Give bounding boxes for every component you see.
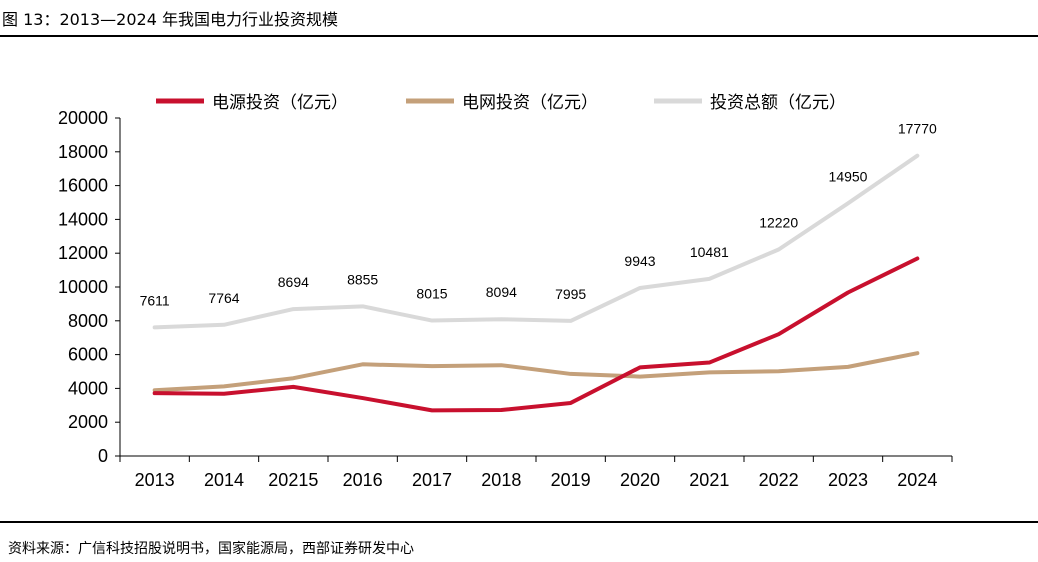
- x-tick-label: 2021: [689, 470, 729, 490]
- y-tick-label: 16000: [58, 176, 108, 196]
- data-label: 7611: [140, 292, 170, 308]
- legend-label-1: 电源投资（亿元）: [212, 93, 348, 112]
- x-tick-label: 2013: [135, 470, 175, 490]
- data-label: 10481: [690, 244, 729, 260]
- line-chart: 电源投资（亿元） 电网投资（亿元） 投资总额（亿元） 0 2000 4000 6000 80…: [58, 93, 953, 490]
- series-line-1: [152, 256, 920, 413]
- chart-data-labels: 7611 7764 8694 8855 8015 8094 7995 9943 10481 122…: [140, 121, 937, 309]
- legend-label-2: 电网投资（亿元）: [462, 93, 598, 112]
- y-tick-label: 8000: [68, 311, 108, 331]
- data-label: 8694: [278, 274, 309, 290]
- x-tick-label: 2017: [412, 470, 452, 490]
- x-tick-label: 2023: [828, 470, 868, 490]
- x-tick-label: 2019: [551, 470, 591, 490]
- chart-legend: 电源投资（亿元） 电网投资（亿元） 投资总额（亿元）: [156, 93, 846, 112]
- y-tick-label: 4000: [68, 378, 108, 398]
- chart-series: [152, 153, 920, 413]
- x-tick-label: 2018: [481, 470, 521, 490]
- y-tick-label: 20000: [58, 108, 108, 128]
- data-label: 8094: [486, 284, 517, 300]
- y-tick-label: 0: [98, 446, 108, 466]
- x-tick-label: 2016: [343, 470, 383, 490]
- figure-title: 图 13：2013—2024 年我国电力行业投资规模: [2, 10, 338, 29]
- data-label: 8015: [416, 286, 447, 302]
- x-tick-label: 2020: [620, 470, 660, 490]
- x-tick-label: 20215: [268, 470, 318, 490]
- legend-label-3: 投资总额（亿元）: [710, 93, 846, 112]
- y-tick-label: 2000: [68, 412, 108, 432]
- data-label: 14950: [829, 168, 868, 184]
- chart-axes: 0 2000 4000 6000 8000 10000 12000 14000 16000 180…: [58, 108, 953, 490]
- data-label: 12220: [759, 214, 798, 230]
- x-tick-label: 2014: [204, 470, 244, 490]
- series-line-3: [152, 153, 920, 330]
- x-tick-label: 2022: [759, 470, 799, 490]
- bottom-rule: [0, 521, 1038, 523]
- source-note: 资料来源：广信科技招股说明书，国家能源局，西部证券研发中心: [8, 541, 414, 557]
- y-tick-label: 18000: [58, 142, 108, 162]
- x-tick-label: 2024: [897, 470, 937, 490]
- y-tick-label: 12000: [58, 243, 108, 263]
- y-tick-label: 10000: [58, 277, 108, 297]
- y-tick-label: 14000: [58, 209, 108, 229]
- data-label: 9943: [624, 253, 655, 269]
- data-label: 17770: [898, 121, 937, 137]
- data-label: 8855: [347, 271, 378, 287]
- data-label: 7764: [208, 290, 239, 306]
- data-label: 7995: [555, 286, 586, 302]
- top-rule: [0, 35, 1038, 37]
- y-tick-label: 6000: [68, 345, 108, 365]
- series-line-2: [152, 351, 920, 393]
